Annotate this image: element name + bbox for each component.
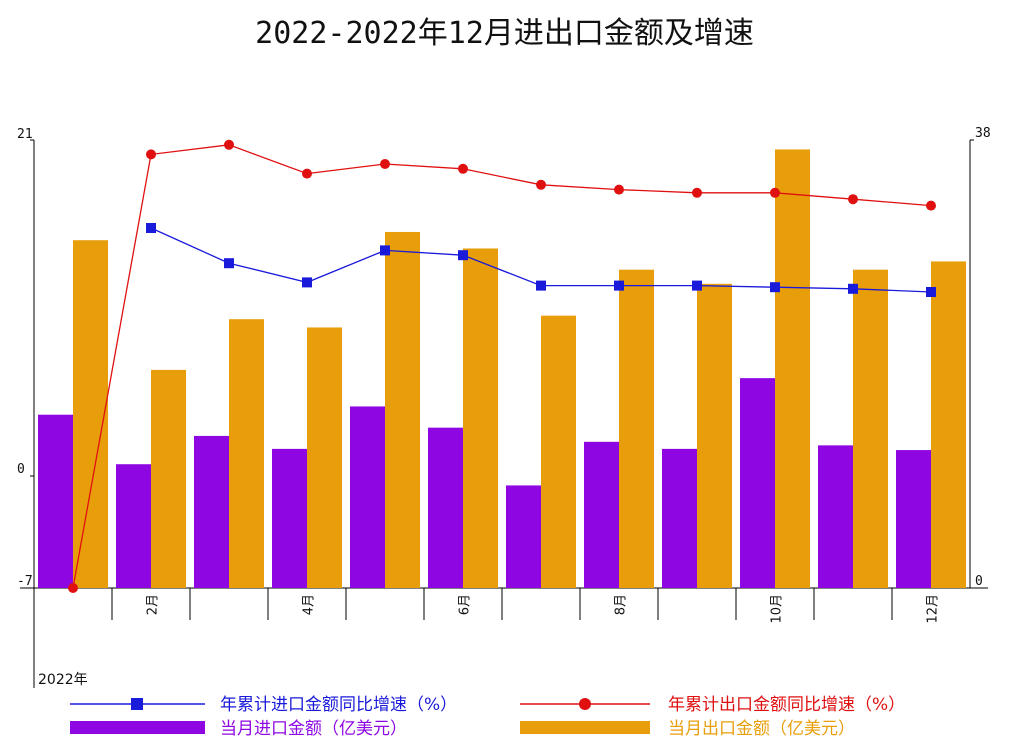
export-growth-point [224, 139, 234, 150]
bars-layer [38, 149, 966, 589]
legend: 年累计进口金额同比增速（%） 年累计出口金额同比增速（%） 当月进口金额（亿美元） 当… [70, 695, 905, 739]
import-bar [38, 414, 73, 588]
x-tick-label: 6月 [458, 594, 473, 615]
export-growth-point [926, 200, 936, 211]
legend-import-growth-label: 年累计进口金额同比增速（%） [220, 695, 457, 715]
legend-import-label: 当月进口金额（亿美元） [220, 719, 407, 739]
right-tick-label: 38 [975, 126, 991, 141]
import-growth-point [848, 283, 858, 294]
export-growth-point [146, 149, 156, 160]
import-bar [584, 441, 619, 588]
chart-title: 2022-2022年12月进出口金额及增速 [255, 16, 754, 51]
import-bar [740, 378, 775, 588]
x-tick-label: 12月 [926, 594, 941, 624]
export-bar [385, 231, 420, 589]
import-growth-point [536, 280, 546, 291]
left-tick-label: -7 [17, 574, 33, 589]
import-bar [662, 448, 697, 588]
import-bar [506, 485, 541, 588]
export-bar [229, 319, 264, 588]
export-growth-point [536, 179, 546, 190]
import-growth-point [224, 258, 234, 269]
export-growth-line [72, 144, 932, 589]
import-bar [116, 464, 151, 588]
export-growth-point [770, 187, 780, 198]
import-growth-point [614, 280, 624, 291]
export-growth-point [692, 187, 702, 198]
labels-layer: 21 0 -7 38 0 2月 4月 6月 8月 10月 12月 2022年 [17, 126, 991, 688]
x-tick-label: 4月 [302, 594, 317, 615]
export-growth-point [458, 163, 468, 174]
legend-export-label: 当月出口金额（亿美元） [668, 719, 855, 739]
right-tick-label: 0 [975, 574, 983, 589]
export-bar [931, 261, 966, 588]
import-bar [818, 445, 853, 588]
export-bar [151, 369, 186, 588]
export-bar [73, 240, 108, 589]
legend-import-growth-marker [131, 698, 143, 710]
export-bar [853, 269, 888, 588]
export-bar [619, 269, 654, 588]
x-tick-label: 10月 [770, 594, 785, 624]
left-tick-label: 0 [17, 462, 25, 477]
import-bar [896, 450, 931, 588]
x-tick-label: 8月 [614, 594, 629, 615]
export-growth-point [68, 583, 78, 593]
export-growth-point [614, 184, 624, 195]
import-growth-point [926, 287, 936, 297]
x-axis-year-label: 2022年 [38, 672, 88, 688]
import-growth-point [692, 280, 702, 291]
import-bar [194, 435, 229, 588]
export-bar [541, 315, 576, 588]
import-bar [272, 448, 307, 588]
legend-export-swatch [520, 721, 650, 734]
left-tick-label: 21 [17, 127, 33, 142]
legend-export-growth-marker [579, 698, 591, 710]
import-bar [350, 406, 385, 588]
import-growth-point [770, 282, 780, 293]
export-bar [697, 283, 732, 588]
export-growth-point [302, 168, 312, 179]
legend-import-swatch [70, 721, 205, 734]
import-growth-point [146, 223, 156, 233]
export-bar [463, 248, 498, 588]
export-bar [775, 149, 810, 588]
export-growth-point [380, 159, 390, 169]
export-growth-point [848, 194, 858, 205]
legend-export-growth-label: 年累计出口金额同比增速（%） [668, 695, 905, 715]
import-growth-point [458, 250, 468, 261]
lines-layer [68, 139, 936, 593]
x-tick-label: 2月 [146, 594, 161, 615]
export-bar [307, 327, 342, 588]
import-growth-point [380, 245, 390, 256]
import-bar [428, 427, 463, 588]
import-growth-point [302, 277, 312, 288]
